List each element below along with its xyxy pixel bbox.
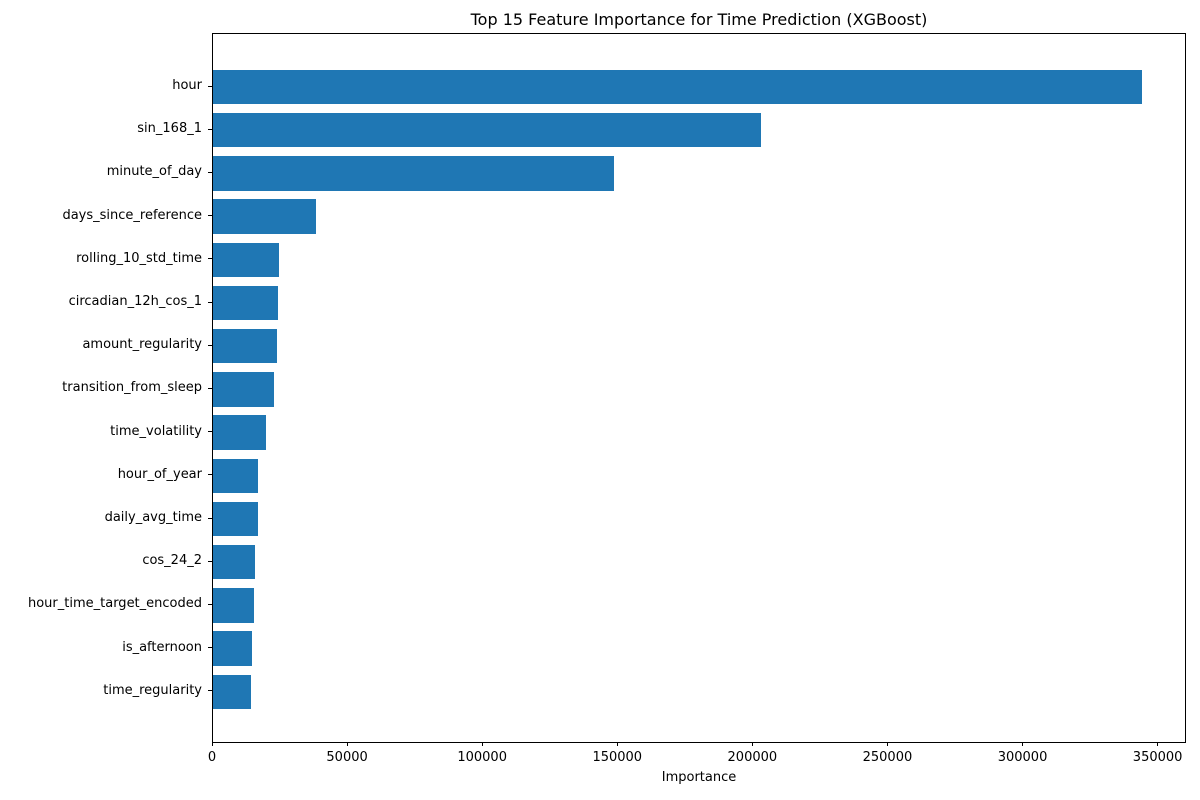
bar: [213, 242, 280, 278]
x-tick-label: 200000: [727, 750, 778, 765]
bar: [213, 285, 279, 321]
y-tick-mark: [208, 85, 212, 87]
y-tick-label: minute_of_day: [106, 164, 202, 180]
bar: [213, 156, 614, 191]
y-tick-label: amount_regularity: [82, 337, 202, 353]
y-tick-mark: [208, 387, 212, 389]
y-tick-mark: [208, 128, 212, 130]
y-tick-mark: [208, 431, 212, 433]
bar: [213, 199, 316, 234]
x-tick-label: 300000: [997, 750, 1048, 765]
y-tick-label: hour_of_year: [117, 466, 202, 482]
x-tick-label: 250000: [862, 750, 913, 765]
bar: [213, 69, 1143, 105]
bar: [213, 458, 259, 494]
y-tick-mark: [208, 301, 212, 303]
y-tick-label: hour: [172, 78, 202, 93]
y-tick-mark: [208, 603, 212, 605]
x-tick-label: 100000: [457, 750, 507, 765]
x-tick-label: 350000: [1132, 750, 1183, 765]
x-tick-mark: [1022, 742, 1024, 746]
bar: [213, 588, 255, 623]
x-tick-label: 0: [207, 750, 217, 765]
y-tick-label: rolling_10_std_time: [76, 250, 202, 266]
y-tick-mark: [208, 344, 212, 346]
x-tick-mark: [1157, 742, 1159, 746]
bar: [213, 372, 275, 407]
x-tick-mark: [346, 742, 348, 746]
y-tick-mark: [208, 474, 212, 476]
y-tick-mark: [208, 647, 212, 649]
plot-area: [212, 33, 1186, 743]
y-tick-label: circadian_12h_cos_1: [68, 294, 202, 309]
y-tick-label: time_regularity: [103, 682, 202, 698]
y-tick-label: daily_avg_time: [104, 510, 202, 525]
bar: [213, 501, 258, 537]
bar: [213, 674, 251, 710]
y-tick-label: sin_168_1: [137, 121, 202, 137]
x-tick-label: 50000: [326, 750, 368, 765]
bar: [213, 415, 267, 450]
x-tick-mark: [211, 742, 213, 746]
y-tick-label: is_afternoon: [122, 639, 202, 655]
y-tick-label: transition_from_sleep: [62, 380, 202, 396]
y-tick-label: hour_time_target_encoded: [27, 596, 202, 612]
y-tick-mark: [208, 560, 212, 562]
x-axis-label: Importance: [661, 770, 737, 785]
x-tick-mark: [481, 742, 483, 746]
y-tick-mark: [208, 258, 212, 260]
y-tick-mark: [208, 215, 212, 217]
y-tick-mark: [208, 690, 212, 692]
y-tick-mark: [208, 171, 212, 173]
y-tick-mark: [208, 517, 212, 519]
bar: [213, 544, 255, 580]
y-tick-label: time_volatility: [110, 423, 202, 439]
chart-title: Top 15 Feature Importance for Time Predi…: [470, 10, 928, 29]
bar: [213, 328, 278, 364]
x-tick-mark: [886, 742, 888, 746]
y-tick-label: cos_24_2: [142, 553, 202, 569]
x-tick-label: 150000: [592, 750, 643, 765]
bar: [213, 631, 252, 666]
x-tick-mark: [616, 742, 618, 746]
bar: [213, 112, 762, 148]
y-tick-label: days_since_reference: [62, 207, 202, 223]
x-tick-mark: [751, 742, 753, 746]
